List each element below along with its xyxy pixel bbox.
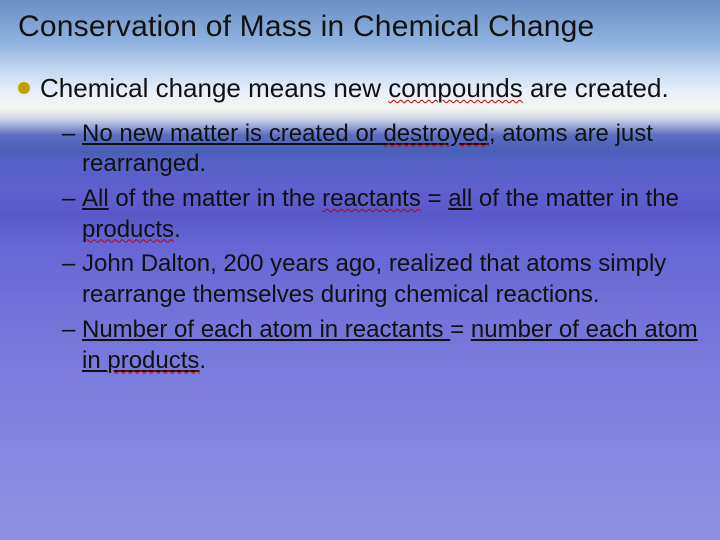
sub2-p2: of the matter in the xyxy=(109,185,322,212)
sub3-text: John Dalton, 200 years ago, realized tha… xyxy=(82,250,666,308)
sub2-u2: all xyxy=(448,185,472,212)
dash-icon: – xyxy=(62,119,75,150)
sub-item-3: – John Dalton, 200 years ago, realized t… xyxy=(62,249,702,310)
sub4-p2: . xyxy=(199,347,206,374)
sub1-lead: No new matter is created or destroyed xyxy=(82,120,489,147)
sub-list: – No new matter is created or destroyed;… xyxy=(18,119,702,377)
sub-item-4: – Number of each atom in reactants = num… xyxy=(62,315,702,376)
main-bullet-text-before: Chemical change means new xyxy=(40,73,388,103)
sub2-w2: products xyxy=(82,216,174,243)
sub4-p1: = xyxy=(450,316,471,343)
sub4-u1: Number of each atom in reactants xyxy=(82,316,450,343)
sub2-u1: All xyxy=(82,185,109,212)
dash-icon: – xyxy=(62,315,75,346)
slide: Conservation of Mass in Chemical Change … xyxy=(0,0,720,540)
main-bullet: Chemical change means new compounds are … xyxy=(18,72,702,105)
dash-icon: – xyxy=(62,184,75,215)
sub4-w1: products xyxy=(107,347,199,374)
sub-item-2: – All of the matter in the reactants = a… xyxy=(62,184,702,245)
slide-title: Conservation of Mass in Chemical Change xyxy=(18,10,702,44)
main-bullet-wavy: compounds xyxy=(388,73,522,103)
sub2-p4: of the matter in the xyxy=(472,185,679,212)
sub-item-1: – No new matter is created or destroyed;… xyxy=(62,119,702,180)
sub2-w1: reactants xyxy=(322,185,421,212)
bullet-dot-icon xyxy=(18,82,30,94)
sub2-p5: . xyxy=(174,216,181,243)
main-bullet-text-after: are created. xyxy=(523,73,669,103)
sub2-p3: = xyxy=(421,185,448,212)
dash-icon: – xyxy=(62,249,75,280)
